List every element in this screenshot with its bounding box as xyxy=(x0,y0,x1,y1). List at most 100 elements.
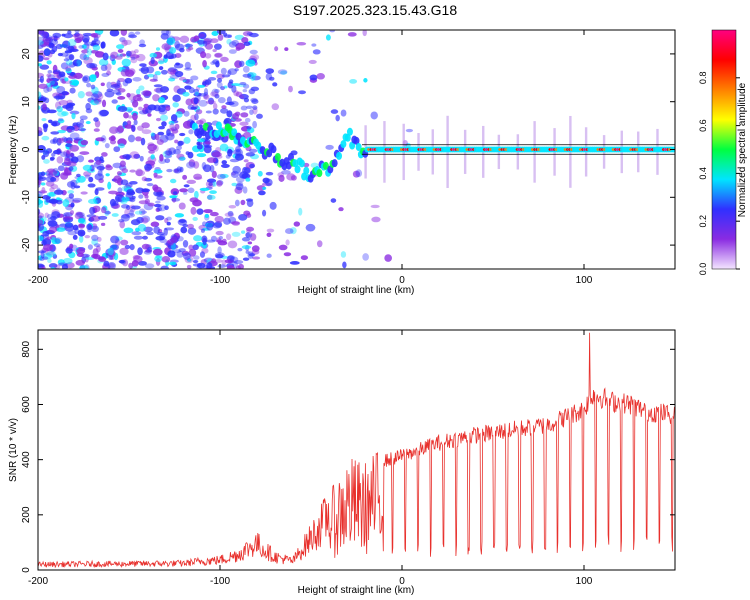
spectrogram-noise-speckle xyxy=(147,143,157,151)
spectrogram-noise-speckle xyxy=(58,138,65,144)
spectrogram-noise-speckle xyxy=(342,261,347,269)
snr-y-label: SNR (10 * v/v) xyxy=(8,418,19,482)
spectrogram-noise-speckle xyxy=(189,197,199,203)
spectrogram-noise-speckle xyxy=(199,187,210,191)
spectrogram-noise-speckle xyxy=(183,191,188,195)
snr-x-label: Height of straight line (km) xyxy=(298,585,415,596)
spectrogram-ridge-cell xyxy=(336,151,343,160)
spectrogram-noise-speckle xyxy=(45,251,55,256)
spectrogram-noise-speckle xyxy=(202,164,212,173)
spectrogram-noise-speckle xyxy=(158,125,165,130)
spectrogram-noise-speckle xyxy=(187,187,195,194)
spectrogram-noise-speckle xyxy=(178,248,186,253)
spectrogram-noise-speckle xyxy=(216,154,223,159)
spectrogram-noise-speckle xyxy=(223,32,228,37)
spectrogram-noise-speckle xyxy=(104,143,110,149)
spectrogram-noise-speckle xyxy=(128,68,136,75)
colorbar-gradient xyxy=(711,29,737,270)
spectrogram-noise-speckle xyxy=(129,54,140,59)
spectrogram-noise-speckle xyxy=(220,86,225,91)
spectrogram-noise-speckle xyxy=(55,101,62,110)
spectrogram-noise-speckle xyxy=(105,165,113,171)
spectrogram-ridge-cell xyxy=(353,136,360,145)
spectrogram-noise-speckle xyxy=(219,173,229,179)
spectrogram-noise-speckle xyxy=(51,197,57,205)
spectrogram-noise-speckle xyxy=(164,205,169,211)
spectrogram-noise-speckle xyxy=(226,264,235,269)
spectrogram-noise-speckle xyxy=(228,49,237,54)
colorbar-tick-label: 0.4 xyxy=(698,167,708,180)
spectrogram-noise-speckle xyxy=(363,78,368,83)
spectrogram-noise-speckle xyxy=(65,66,72,72)
snr-plot: -200 -100 0 100 0 200 400 600 800 Height of str… xyxy=(8,329,676,596)
spectrogram-noise-speckle xyxy=(81,49,89,54)
spectrogram-noise-speckle xyxy=(330,109,339,114)
spectrogram-noise-speckle xyxy=(64,222,74,228)
spectrogram-ridge-cell xyxy=(294,165,301,174)
spectrogram-noise-speckle xyxy=(76,155,85,163)
spectrogram-noise-speckle xyxy=(134,31,141,35)
spectrogram-noise-speckle xyxy=(150,154,155,160)
spectrogram-noise-speckle xyxy=(178,219,186,223)
y-tick-label: -10 xyxy=(21,190,32,205)
spectrogram-noise-speckle xyxy=(293,221,301,227)
spectrogram-noise-speckle xyxy=(202,59,207,68)
spectrogram-noise-speckle xyxy=(38,63,43,67)
spectrogram-noise-speckle xyxy=(56,156,64,164)
spectrogram-noise-speckle xyxy=(147,113,152,117)
spectrogram-noise-speckle xyxy=(63,33,73,39)
spectrogram-noise-speckle xyxy=(227,34,233,38)
spectrogram-noise-speckle xyxy=(203,264,209,269)
spectrogram-noise-speckle xyxy=(138,194,144,199)
spectrogram-noise-speckle xyxy=(204,214,209,218)
spectrogram-noise-speckle xyxy=(206,194,216,200)
snr-line xyxy=(38,332,675,569)
spectrogram-noise-speckle xyxy=(117,49,124,54)
spectrogram-noise-speckle xyxy=(135,88,141,95)
spectrogram-x-label: Height of straight line (km) xyxy=(298,285,415,296)
spectrogram-noise-speckle xyxy=(265,68,275,74)
spectrogram-noise-speckle xyxy=(125,50,132,57)
spectrogram-noise-speckle xyxy=(83,56,93,65)
spectrogram-noise-speckle xyxy=(196,138,205,143)
spectrogram-noise-speckle xyxy=(63,217,71,223)
spectrogram-noise-speckle xyxy=(38,212,45,219)
spectrogram-noise-speckle xyxy=(153,203,162,208)
spectrogram-noise-speckle xyxy=(159,114,169,122)
spectrogram-noise-speckle xyxy=(209,190,217,195)
spectrogram-noise-speckle xyxy=(289,261,300,265)
spectrogram-noise-speckle xyxy=(171,197,181,202)
spectrogram-noise-speckle xyxy=(48,192,56,197)
spectrogram-noise-speckle xyxy=(48,226,58,233)
spectrogram-noise-speckle xyxy=(164,227,175,231)
spectrogram-noise-speckle xyxy=(169,261,177,266)
spectrogram-noise-speckle xyxy=(249,49,258,55)
spectrogram-noise-speckle xyxy=(250,97,258,103)
spectrogram-noise-speckle xyxy=(91,253,99,259)
spectrogram-ridge-cell xyxy=(235,132,242,141)
spectrogram-noise-speckle xyxy=(90,84,96,90)
spectrogram-noise-speckle xyxy=(183,252,191,260)
spectrogram-noise-speckle xyxy=(178,202,186,210)
spectrogram-noise-speckle xyxy=(155,207,161,212)
spectrogram-noise-speckle xyxy=(235,91,243,97)
spectrogram-noise-speckle xyxy=(123,39,132,46)
spectrogram-noise-speckle xyxy=(119,37,126,43)
spectrogram-noise-speckle xyxy=(248,88,256,95)
spectrogram-noise-speckle xyxy=(188,129,194,135)
spectrogram-noise-speckle xyxy=(236,181,244,187)
spectrogram-noise-speckle xyxy=(120,259,127,265)
spectrogram-noise-speckle xyxy=(46,251,57,258)
spectrogram-noise-speckle xyxy=(152,94,160,102)
spectrogram-noise-speckle xyxy=(120,30,128,36)
spectrogram-noise-speckle xyxy=(56,106,63,113)
spectrogram-noise-speckle xyxy=(233,260,244,265)
spectrogram-noise-speckle xyxy=(208,182,213,187)
spectrogram-noise-speckle xyxy=(174,139,179,144)
spectrogram-noise-speckle xyxy=(119,220,126,229)
spectrogram-noise-speckle xyxy=(97,93,104,100)
spectrogram-noise-speckle xyxy=(190,106,197,110)
spectrogram-noise-speckle xyxy=(197,39,205,45)
spectrogram-y-ticks: -20 -10 0 10 20 xyxy=(21,48,675,252)
y-tick-label: 400 xyxy=(21,451,32,468)
